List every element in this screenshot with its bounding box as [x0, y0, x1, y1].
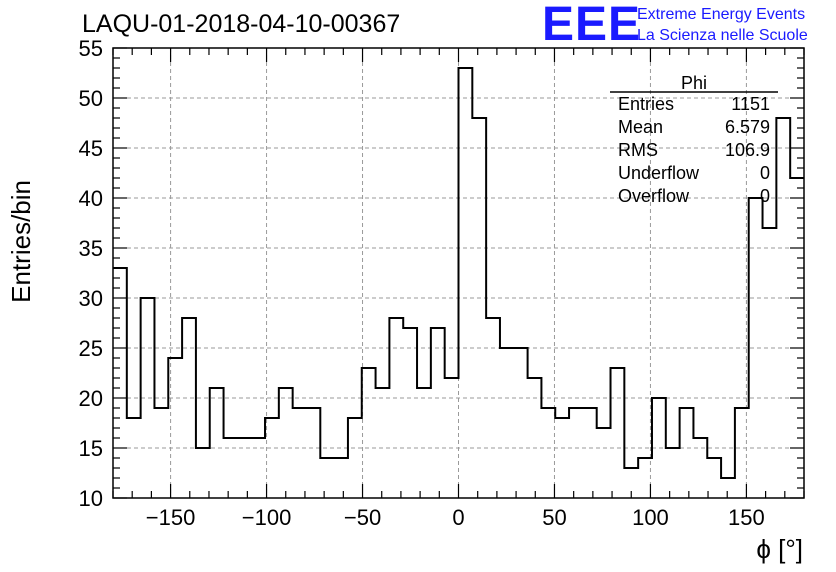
x-tick-label: 150 [728, 505, 765, 530]
y-tick-label: 55 [79, 36, 103, 61]
stats-label-entries: Entries [618, 94, 674, 114]
y-tick-label: 45 [79, 136, 103, 161]
stats-label-overflow: Overflow [618, 186, 690, 206]
x-tick-label: 0 [452, 505, 464, 530]
y-axis-label: Entries/bin [6, 180, 36, 303]
y-tick-label: 30 [79, 286, 103, 311]
x-tick-label: −50 [344, 505, 381, 530]
eee-logo-line1: Extreme Energy Events [637, 6, 805, 23]
stats-value-overflow: 0 [760, 186, 770, 206]
stats-value-entries: 1151 [731, 94, 770, 114]
x-tick-label: −150 [146, 505, 196, 530]
stats-value-mean: 6.579 [725, 117, 770, 137]
y-tick-label: 15 [79, 436, 103, 461]
stats-label-mean: Mean [618, 117, 663, 137]
x-tick-label: 50 [542, 505, 566, 530]
y-tick-label: 25 [79, 336, 103, 361]
x-tick-labels: −150 −100 −50 0 50 100 150 [146, 505, 765, 530]
stats-value-rms: 106.9 [725, 140, 770, 160]
x-tick-label: 100 [632, 505, 669, 530]
stats-label-underflow: Underflow [618, 163, 700, 183]
stats-box: Phi Entries 1151 Mean 6.579 RMS 106.9 Un… [610, 73, 778, 206]
eee-logo-line2: La Scienza nelle Scuole [637, 27, 808, 44]
y-tick-label: 35 [79, 236, 103, 261]
eee-logo: EEE Extreme Energy Events La Scienza nel… [542, 0, 808, 51]
x-tick-label: −100 [242, 505, 292, 530]
y-tick-label: 20 [79, 386, 103, 411]
eee-logo-mark: EEE [542, 0, 641, 51]
stats-label-rms: RMS [618, 140, 658, 160]
y-tick-label: 40 [79, 186, 103, 211]
stats-value-underflow: 0 [760, 163, 770, 183]
stats-box-title: Phi [681, 73, 707, 93]
axis-ticks [112, 47, 805, 499]
histogram-line [113, 67, 804, 479]
y-tick-label: 10 [79, 486, 103, 511]
y-tick-label: 50 [79, 86, 103, 111]
x-axis-label: ϕ [°] [756, 534, 803, 564]
chart-title: LAQU-01-2018-04-10-00367 [82, 10, 400, 38]
y-tick-labels: 10 15 20 25 30 35 40 45 50 55 [79, 36, 103, 511]
